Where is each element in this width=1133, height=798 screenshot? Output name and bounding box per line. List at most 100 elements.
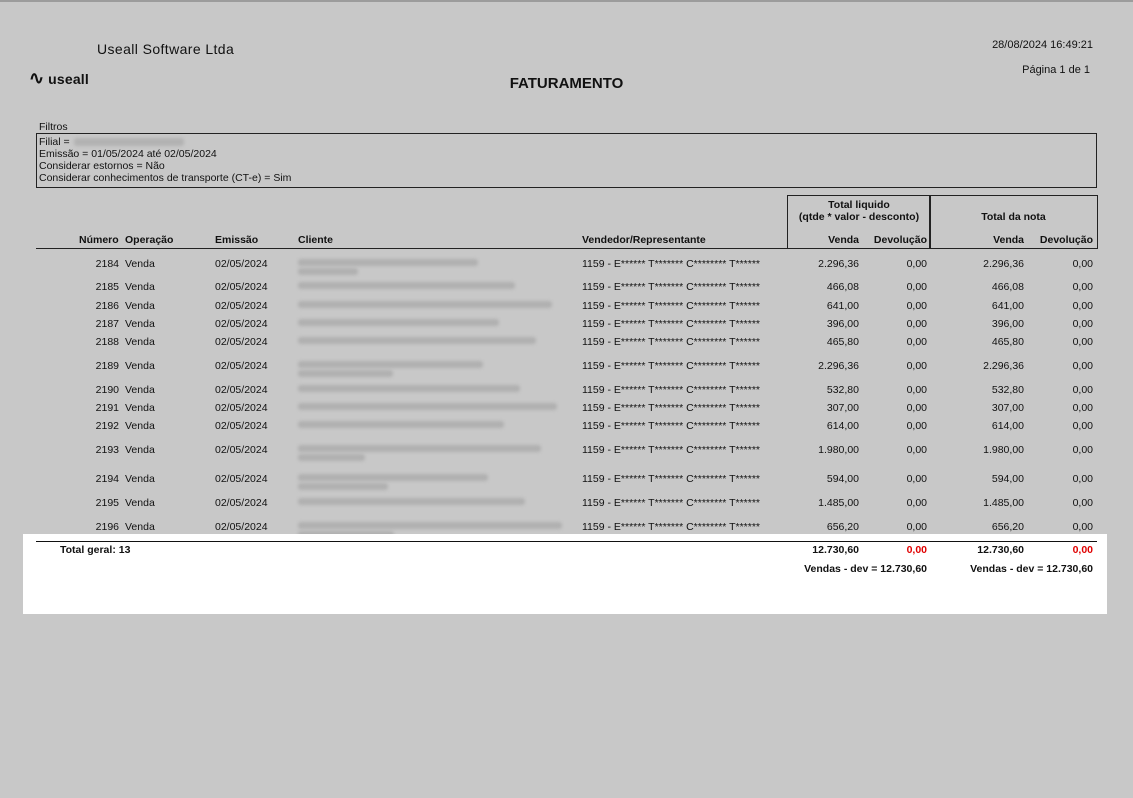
cell-op: Venda [125,497,155,509]
cell-d2: 0,00 [1072,281,1093,293]
cell-op: Venda [125,281,155,293]
cell-em: 02/05/2024 [215,497,268,509]
cell-v2: 532,80 [991,384,1024,396]
redacted-value [73,138,184,147]
filters-box: Filial = Emissão = 01/05/2024 até 02/05/… [36,133,1097,188]
company-name: Useall Software Ltda [97,41,235,57]
total-devolucao-1: 0,00 [906,544,927,556]
cell-num: 2196 [95,521,119,533]
cell-d2: 0,00 [1072,318,1093,330]
total-venda-2: 12.730,60 [977,544,1024,556]
cell-vend: 1159 - E****** T******* C******** T*****… [582,473,761,485]
cell-em: 02/05/2024 [215,318,268,330]
cell-vend: 1159 - E****** T******* C******** T*****… [582,281,761,293]
col-header-venda-2: Venda [993,234,1024,246]
cell-cliente-redacted [298,317,578,328]
cell-em: 02/05/2024 [215,402,268,414]
cell-v1: 1.485,00 [818,497,859,509]
cell-d1: 0,00 [906,336,927,348]
col-header-cliente: Cliente [298,234,334,246]
cell-d1: 0,00 [906,521,927,533]
cell-d2: 0,00 [1072,402,1093,414]
cell-d2: 0,00 [1072,497,1093,509]
cell-d1: 0,00 [906,420,927,432]
cell-d1: 0,00 [906,281,927,293]
cell-op: Venda [125,420,155,432]
cell-v2: 641,00 [991,300,1024,312]
cell-cliente-redacted [298,280,578,291]
cell-cliente-redacted [298,299,578,310]
cell-cliente-redacted [298,257,578,277]
col-header-devolucao-1: Devolução [873,234,927,246]
cell-v2: 1.980,00 [983,444,1024,456]
cell-cliente-redacted [298,443,578,463]
cell-d2: 0,00 [1072,300,1093,312]
cell-op: Venda [125,402,155,414]
cell-em: 02/05/2024 [215,300,268,312]
cell-num: 2194 [95,473,119,485]
cell-cliente-redacted [298,472,578,492]
cell-v1: 2.296,36 [818,360,859,372]
cell-vend: 1159 - E****** T******* C******** T*****… [582,384,761,396]
total-geral-label: Total geral: 13 [60,544,131,556]
cell-d2: 0,00 [1072,521,1093,533]
cell-d2: 0,00 [1072,420,1093,432]
cell-d1: 0,00 [906,258,927,270]
cell-v1: 465,80 [826,336,859,348]
cell-vend: 1159 - E****** T******* C******** T*****… [582,318,761,330]
cell-d2: 0,00 [1072,444,1093,456]
cell-d1: 0,00 [906,300,927,312]
cell-op: Venda [125,384,155,396]
cell-v1: 594,00 [826,473,859,485]
cell-vend: 1159 - E****** T******* C******** T*****… [582,444,761,456]
cell-vend: 1159 - E****** T******* C******** T*****… [582,420,761,432]
cell-vend: 1159 - E****** T******* C******** T*****… [582,300,761,312]
cell-v2: 2.296,36 [983,258,1024,270]
header-divider [36,248,1097,249]
totals-panel [23,534,1107,614]
cell-v1: 396,00 [826,318,859,330]
page-number: Página 1 de 1 [1022,64,1090,76]
cell-v1: 307,00 [826,402,859,414]
cell-v2: 614,00 [991,420,1024,432]
cell-em: 02/05/2024 [215,336,268,348]
cell-v1: 641,00 [826,300,859,312]
cell-vend: 1159 - E****** T******* C******** T*****… [582,497,761,509]
cell-num: 2188 [95,336,119,348]
group-total-liquido: Total liquido (qtde * valor - desconto) [787,195,931,249]
cell-d1: 0,00 [906,444,927,456]
cell-v1: 466,08 [826,281,859,293]
cell-em: 02/05/2024 [215,384,268,396]
cell-num: 2195 [95,497,119,509]
cell-num: 2189 [95,360,119,372]
cell-cliente-redacted [298,359,578,379]
cell-em: 02/05/2024 [215,258,268,270]
filter-filial: Filial = [39,136,1096,148]
logo-mark-icon: ∿ [29,68,45,88]
cell-v1: 2.296,36 [818,258,859,270]
cell-num: 2190 [95,384,119,396]
cell-v2: 594,00 [991,473,1024,485]
cell-num: 2186 [95,300,119,312]
cell-vend: 1159 - E****** T******* C******** T*****… [582,521,761,533]
cell-em: 02/05/2024 [215,521,268,533]
cell-v1: 532,80 [826,384,859,396]
net-total-1: Vendas - dev = 12.730,60 [804,563,927,575]
cell-v2: 2.296,36 [983,360,1024,372]
cell-v2: 307,00 [991,402,1024,414]
cell-op: Venda [125,444,155,456]
cell-em: 02/05/2024 [215,473,268,485]
cell-d2: 0,00 [1072,336,1093,348]
cell-op: Venda [125,521,155,533]
cell-vend: 1159 - E****** T******* C******** T*****… [582,402,761,414]
cell-v1: 656,20 [826,521,859,533]
cell-v2: 396,00 [991,318,1024,330]
totals-divider [36,541,1097,542]
useall-logo: ∿ useall [29,68,89,89]
cell-d2: 0,00 [1072,473,1093,485]
col-header-venda-1: Venda [828,234,859,246]
cell-em: 02/05/2024 [215,360,268,372]
cell-em: 02/05/2024 [215,444,268,456]
cell-d1: 0,00 [906,384,927,396]
cell-num: 2192 [95,420,119,432]
